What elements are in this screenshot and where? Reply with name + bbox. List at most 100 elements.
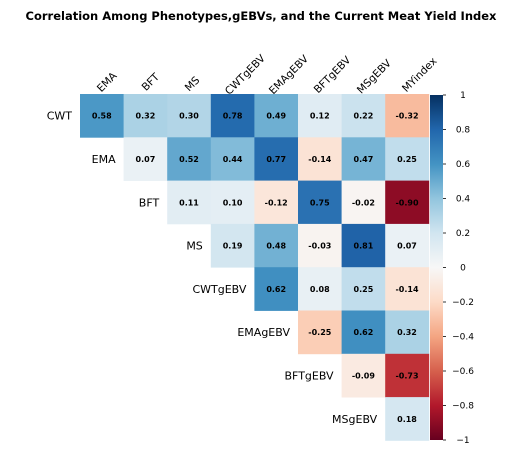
- heatmap-cell: [341, 310, 386, 355]
- row-label: MS: [186, 240, 202, 253]
- cell-value-label: -0.25: [308, 328, 331, 337]
- colorbar-tick-label: 0.4: [456, 195, 471, 205]
- colorbar-tick-label: −0.4: [452, 333, 474, 343]
- cell-value-label: 0.22: [354, 112, 374, 121]
- cell-value-label: 0.62: [266, 285, 286, 294]
- cell-value-label: -0.14: [395, 285, 418, 294]
- heatmap-cell: [298, 137, 342, 181]
- row-label: CWT: [47, 110, 73, 123]
- cell-value-label: -0.09: [352, 371, 375, 380]
- colorbar-gradient: [430, 95, 443, 440]
- cell-value-label: 0.52: [179, 155, 199, 164]
- cell-value-label: 0.32: [136, 112, 156, 121]
- cell-value-label: 0.25: [354, 285, 374, 294]
- cell-value-label: -0.14: [308, 155, 331, 164]
- heatmap-cell: [385, 180, 430, 225]
- cell-value-label: -0.73: [395, 371, 418, 380]
- cell-value-label: 0.48: [266, 242, 286, 251]
- row-label: BFTgEBV: [285, 369, 335, 382]
- cell-value-label: -0.12: [265, 198, 288, 207]
- cell-value-label: 0.77: [266, 155, 286, 164]
- heatmap-cell: [385, 310, 430, 355]
- cell-value-label: 0.12: [310, 112, 330, 121]
- colorbar-tick-label: −1: [456, 436, 469, 446]
- row-label: MSgEBV: [332, 413, 378, 426]
- colorbar-tick-label: 0.6: [456, 160, 471, 170]
- cell-value-label: 0.11: [179, 198, 199, 207]
- colorbar-tick-label: 0.8: [456, 126, 471, 136]
- cell-value-label: 0.58: [92, 112, 112, 121]
- cell-value-label: 0.62: [354, 328, 374, 337]
- colorbar-tick-label: 1: [460, 91, 466, 101]
- cell-value-label: 0.78: [223, 112, 243, 121]
- heatmap-cell: [210, 223, 255, 268]
- cell-value-label: -0.03: [308, 242, 331, 251]
- row-labels: CWT EMA BFT MS CWTgEBV EMAgEBV BFTgEBV MSgEBV: [47, 110, 378, 426]
- colorbar-tick-label: −0.2: [452, 298, 474, 308]
- heatmap-cell: [254, 267, 299, 311]
- heatmap-cell: [254, 223, 299, 268]
- cell-value-label: 0.08: [310, 285, 330, 294]
- heatmap-cell: [80, 94, 124, 138]
- cell-value-label: -0.32: [395, 112, 418, 121]
- heatmap-cell: [210, 137, 255, 181]
- heatmap-cell: [341, 223, 386, 268]
- heatmap-cell: [123, 94, 168, 138]
- column-labels: EMA BFT MS CWTgEBV EMAgEBV BFTgEBV MSgEBV MYind…: [95, 52, 440, 97]
- heatmap-cell: [298, 310, 342, 355]
- cell-value-label: 0.30: [179, 112, 199, 121]
- heatmap-cell: [167, 180, 212, 225]
- heatmap-cell: [385, 137, 430, 181]
- heatmap-cell: [341, 94, 386, 138]
- heatmap-cell: [123, 137, 168, 181]
- heatmap-cell: [341, 180, 386, 225]
- cell-value-label: 0.10: [223, 198, 243, 207]
- cell-value-label: 0.25: [397, 155, 417, 164]
- heatmap-cell: [341, 267, 386, 311]
- heatmap-cell: [254, 137, 299, 181]
- heatmap-cell: [298, 223, 342, 268]
- chart-title: Correlation Among Phenotypes,gEBVs, and …: [25, 9, 497, 23]
- colorbar-tick-label: −0.6: [452, 367, 474, 377]
- cell-value-label: 0.18: [397, 415, 417, 424]
- cell-value-label: 0.07: [397, 242, 417, 251]
- colorbar-tick-label: 0.2: [456, 229, 470, 239]
- heatmap-cell: [298, 94, 342, 138]
- heatmap-cell: [210, 180, 255, 225]
- colorbar-ticks: 1 0.8 0.6 0.4 0.2 0 −0.2 −0.4 −0.6 −0.8 −1: [443, 91, 474, 446]
- column-label: BFTgEBV: [312, 54, 354, 96]
- column-label: MYindex: [400, 55, 439, 94]
- heatmap-cell: [298, 267, 342, 311]
- heatmap-cell: [385, 397, 430, 441]
- row-label: EMAgEBV: [237, 326, 290, 339]
- heatmap-cell: [210, 94, 255, 138]
- colorbar-tick-label: −0.8: [452, 402, 474, 412]
- heatmap-cell: [254, 180, 299, 225]
- colorbar: 1 0.8 0.6 0.4 0.2 0 −0.2 −0.4 −0.6 −0.8 −1: [430, 91, 474, 446]
- heatmap-cell: [385, 223, 430, 268]
- cell-value-label: 0.47: [354, 155, 374, 164]
- column-label: BFT: [140, 71, 163, 94]
- heatmap-cell: [385, 267, 430, 311]
- column-label: EMA: [95, 69, 120, 94]
- heatmap-cell: [385, 94, 430, 138]
- colorbar-tick-label: 0: [460, 264, 466, 274]
- row-label: CWTgEBV: [192, 283, 246, 296]
- cell-value-label: 0.19: [223, 242, 243, 251]
- cell-value-label: -0.02: [352, 198, 375, 207]
- column-label: MSgEBV: [355, 57, 395, 97]
- column-label: EMAgEBV: [267, 52, 312, 97]
- cell-value-label: -0.90: [395, 198, 418, 207]
- heatmap-cell: [167, 94, 212, 138]
- cell-value-label: 0.75: [310, 198, 330, 207]
- cell-value-label: 0.07: [136, 155, 156, 164]
- heatmap-cell: [254, 94, 299, 138]
- cell-value-label: 0.49: [266, 112, 286, 121]
- cell-value-label: 0.44: [223, 155, 243, 164]
- row-label: BFT: [139, 196, 160, 209]
- heatmap-cells: 0.58 0.32 0.30 0.78 0.49 0.12 0.22 -0.32 0.07 0.5…: [80, 94, 430, 441]
- column-label: CWTgEBV: [223, 52, 268, 97]
- cell-value-label: 0.32: [397, 328, 417, 337]
- row-label: EMA: [92, 153, 116, 166]
